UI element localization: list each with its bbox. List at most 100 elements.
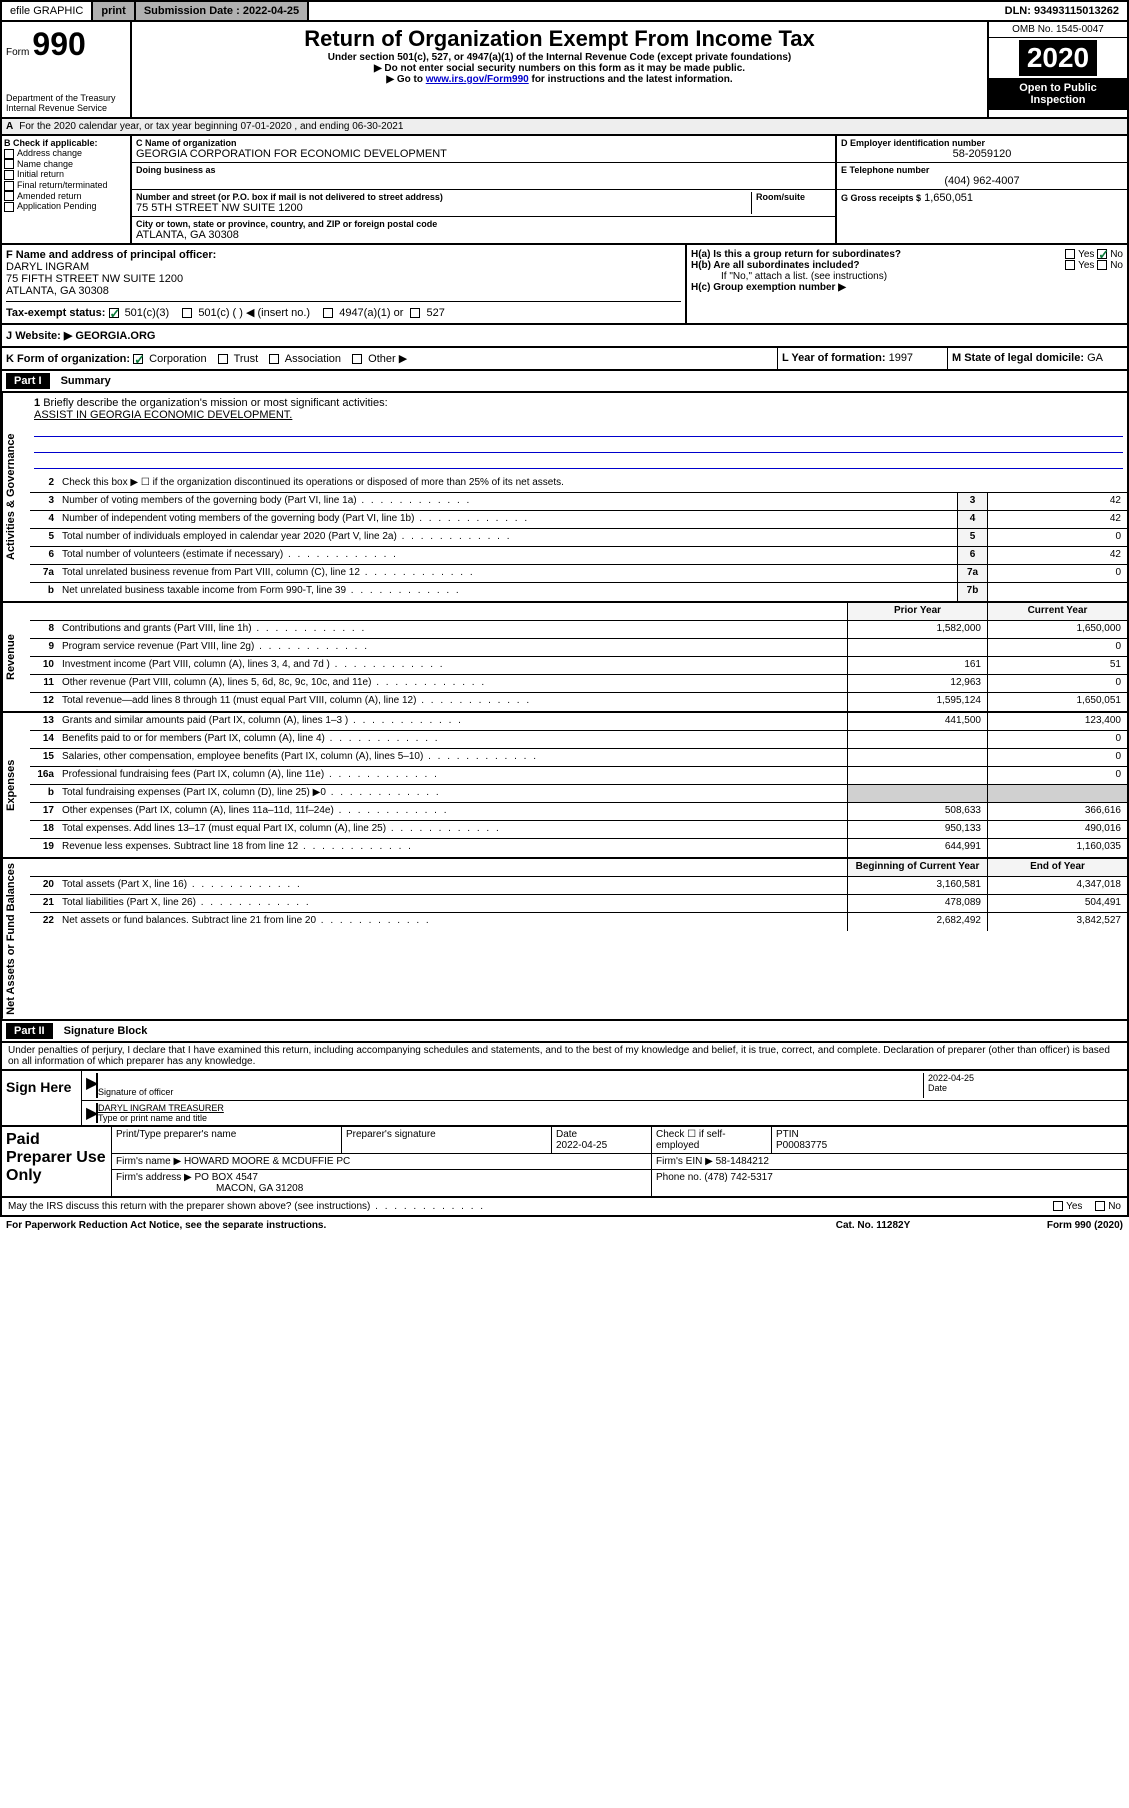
- form-title: Return of Organization Exempt From Incom…: [136, 26, 983, 52]
- arrow-icon: ▶: [86, 1103, 98, 1123]
- top-bar: efile GRAPHIC print Submission Date : 20…: [0, 0, 1129, 22]
- table-row: bTotal fundraising expenses (Part IX, co…: [30, 785, 1127, 803]
- part1-netassets: Net Assets or Fund Balances Beginning of…: [0, 859, 1129, 1021]
- chk-discuss-yes[interactable]: [1053, 1201, 1063, 1211]
- ein: 58-2059120: [841, 148, 1123, 160]
- table-row: 13Grants and similar amounts paid (Part …: [30, 713, 1127, 731]
- mission: ASSIST IN GEORGIA ECONOMIC DEVELOPMENT.: [34, 409, 292, 421]
- officer-sig-name: DARYL INGRAM TREASURER: [98, 1103, 1123, 1113]
- tax-year: 2020: [1019, 40, 1097, 76]
- chk-501c[interactable]: [182, 308, 192, 318]
- table-row: 21Total liabilities (Part X, line 26)478…: [30, 895, 1127, 913]
- org-city: ATLANTA, GA 30308: [136, 229, 831, 241]
- table-row: 19Revenue less expenses. Subtract line 1…: [30, 839, 1127, 857]
- org-street: 75 5TH STREET NW SUITE 1200: [136, 202, 751, 214]
- table-row: 22Net assets or fund balances. Subtract …: [30, 913, 1127, 931]
- vtab-expenses: Expenses: [2, 713, 30, 857]
- chk-ha-no[interactable]: [1097, 249, 1107, 259]
- part1-header: Part I Summary: [0, 371, 1129, 393]
- chk-name-change[interactable]: [4, 159, 14, 169]
- form-label: Form: [6, 47, 29, 58]
- form-number: 990: [32, 26, 85, 62]
- chk-corp[interactable]: [133, 354, 143, 364]
- discuss-row: May the IRS discuss this return with the…: [0, 1198, 1129, 1217]
- part2-header: Part II Signature Block: [0, 1021, 1129, 1043]
- officer-name: DARYL INGRAM: [6, 261, 681, 273]
- penalty-statement: Under penalties of perjury, I declare th…: [0, 1043, 1129, 1071]
- section-deg: D Employer identification number58-20591…: [837, 136, 1127, 243]
- part1-expenses: Expenses 13Grants and similar amounts pa…: [0, 713, 1129, 859]
- arrow-icon: ▶: [86, 1073, 98, 1098]
- website: GEORGIA.ORG: [75, 330, 155, 342]
- part1-revenue: Revenue Prior YearCurrent Year 8Contribu…: [0, 603, 1129, 713]
- table-row: 9Program service revenue (Part VIII, lin…: [30, 639, 1127, 657]
- chk-527[interactable]: [410, 308, 420, 318]
- table-row: 20Total assets (Part X, line 16)3,160,58…: [30, 877, 1127, 895]
- chk-pending[interactable]: [4, 202, 14, 212]
- org-name: GEORGIA CORPORATION FOR ECONOMIC DEVELOP…: [136, 148, 831, 160]
- chk-501c3[interactable]: [109, 308, 119, 318]
- chk-assoc[interactable]: [269, 354, 279, 364]
- form-subtitle: Under section 501(c), 527, or 4947(a)(1)…: [136, 52, 983, 63]
- table-row: 18Total expenses. Add lines 13–17 (must …: [30, 821, 1127, 839]
- efile-label: efile GRAPHIC: [2, 2, 93, 20]
- table-row: 10Investment income (Part VIII, column (…: [30, 657, 1127, 675]
- irs-link[interactable]: www.irs.gov/Form990: [426, 74, 529, 85]
- table-row: 14Benefits paid to or for members (Part …: [30, 731, 1127, 749]
- firm-ein: 58-1484212: [716, 1156, 769, 1167]
- chk-trust[interactable]: [218, 354, 228, 364]
- section-c: C Name of organizationGEORGIA CORPORATIO…: [132, 136, 837, 243]
- section-bcd: B Check if applicable: Address change Na…: [0, 136, 1129, 245]
- open-to-public: Open to Public Inspection: [989, 78, 1127, 110]
- table-row: 8Contributions and grants (Part VIII, li…: [30, 621, 1127, 639]
- section-a: AFor the 2020 calendar year, or tax year…: [0, 119, 1129, 136]
- table-row: 4Number of independent voting members of…: [30, 511, 1127, 529]
- section-fhi: F Name and address of principal officer:…: [0, 245, 1129, 325]
- gross-receipts: 1,650,051: [924, 192, 973, 204]
- chk-amended[interactable]: [4, 191, 14, 201]
- form-header: Form 990 Department of the Treasury Inte…: [0, 22, 1129, 119]
- omb-number: OMB No. 1545-0047: [989, 22, 1127, 38]
- table-row: bNet unrelated business taxable income f…: [30, 583, 1127, 601]
- chk-other[interactable]: [352, 354, 362, 364]
- sig-date: 2022-04-25: [928, 1073, 1123, 1083]
- state-domicile: GA: [1087, 352, 1103, 364]
- print-button[interactable]: print: [93, 2, 135, 20]
- vtab-governance: Activities & Governance: [2, 393, 30, 601]
- sign-here-block: Sign Here ▶ Signature of officer 2022-04…: [0, 1071, 1129, 1127]
- table-row: 7aTotal unrelated business revenue from …: [30, 565, 1127, 583]
- vtab-revenue: Revenue: [2, 603, 30, 711]
- chk-address-change[interactable]: [4, 149, 14, 159]
- footer: For Paperwork Reduction Act Notice, see …: [0, 1217, 1129, 1234]
- chk-4947[interactable]: [323, 308, 333, 318]
- table-row: 16aProfessional fundraising fees (Part I…: [30, 767, 1127, 785]
- vtab-netassets: Net Assets or Fund Balances: [2, 859, 30, 1019]
- prep-date: 2022-04-25: [556, 1140, 607, 1151]
- section-j: J Website: ▶ GEORGIA.ORG: [0, 325, 1129, 348]
- submission-date-label: Submission Date : 2022-04-25: [136, 2, 309, 20]
- chk-initial-return[interactable]: [4, 170, 14, 180]
- section-klm: K Form of organization: Corporation Trus…: [0, 348, 1129, 371]
- section-b: B Check if applicable: Address change Na…: [2, 136, 132, 243]
- dept-treasury: Department of the Treasury Internal Reve…: [6, 93, 126, 113]
- table-row: 15Salaries, other compensation, employee…: [30, 749, 1127, 767]
- chk-ha-yes[interactable]: [1065, 249, 1075, 259]
- firm-addr2: MACON, GA 31208: [216, 1183, 303, 1194]
- table-row: 12Total revenue—add lines 8 through 11 (…: [30, 693, 1127, 711]
- firm-phone: (478) 742-5317: [704, 1172, 772, 1183]
- table-row: 17Other expenses (Part IX, column (A), l…: [30, 803, 1127, 821]
- table-row: 3Number of voting members of the governi…: [30, 493, 1127, 511]
- submission-date: 2022-04-25: [243, 5, 299, 17]
- ptin: P00083775: [776, 1140, 827, 1151]
- chk-final-return[interactable]: [4, 181, 14, 191]
- chk-hb-yes[interactable]: [1065, 260, 1075, 270]
- paid-preparer-block: Paid Preparer Use Only Print/Type prepar…: [0, 1127, 1129, 1198]
- table-row: 11Other revenue (Part VIII, column (A), …: [30, 675, 1127, 693]
- part1-governance: Activities & Governance 1 Briefly descri…: [0, 393, 1129, 603]
- table-row: 5Total number of individuals employed in…: [30, 529, 1127, 547]
- officer-addr1: 75 FIFTH STREET NW SUITE 1200: [6, 273, 681, 285]
- form-note-link: ▶ Go to www.irs.gov/Form990 for instruct…: [136, 74, 983, 85]
- chk-discuss-no[interactable]: [1095, 1201, 1105, 1211]
- firm-addr1: PO BOX 4547: [195, 1172, 258, 1183]
- dln: DLN: 93493115013262: [997, 2, 1127, 20]
